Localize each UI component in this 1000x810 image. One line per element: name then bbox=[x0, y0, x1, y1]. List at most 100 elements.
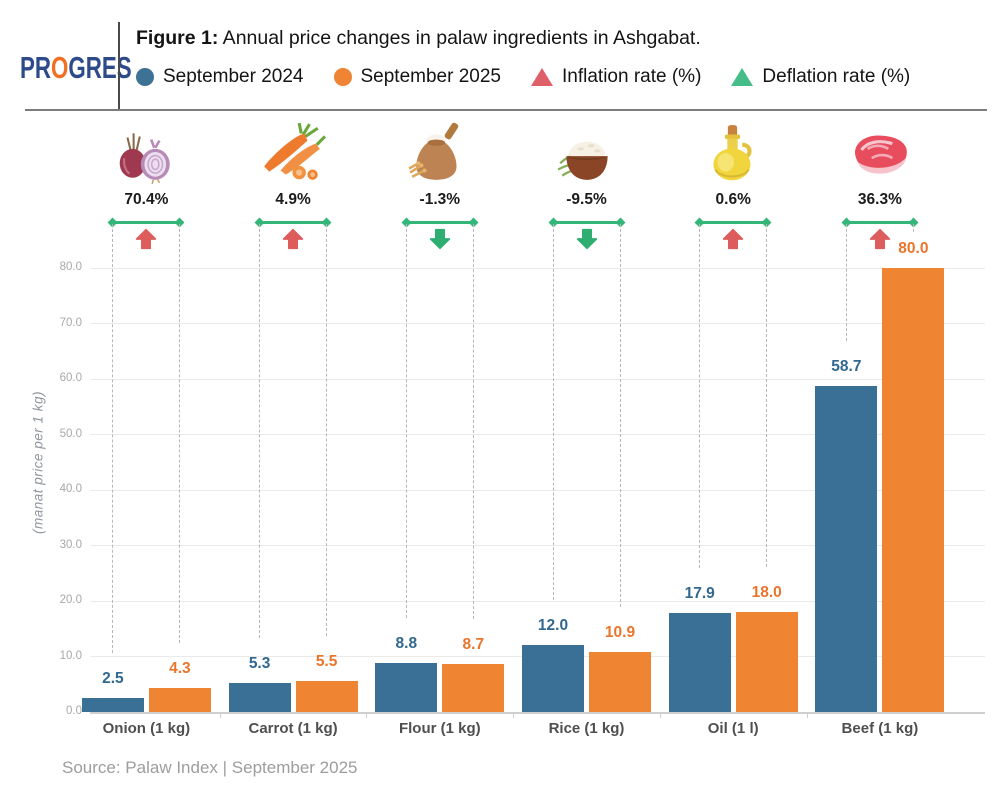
figure-title: Figure 1: Annual price changes in palaw … bbox=[136, 27, 701, 50]
legend-item-sep2025: September 2025 bbox=[333, 66, 501, 88]
change-percent-label: 4.9% bbox=[275, 191, 311, 208]
figure-title-prefix: Figure 1: bbox=[136, 27, 219, 49]
category-label-rice: Rice (1 kg) bbox=[548, 720, 625, 737]
bar-value-label: 10.9 bbox=[604, 623, 636, 641]
bar-sep2024-carrot bbox=[228, 682, 291, 712]
y-tick-label: 50.0 bbox=[59, 427, 82, 440]
bracket-guide-line bbox=[179, 224, 181, 644]
legend-label: Deflation rate (%) bbox=[762, 66, 911, 87]
legend-label: September 2024 bbox=[163, 66, 304, 87]
x-axis-line bbox=[90, 711, 985, 714]
category-label-flour: Flour (1 kg) bbox=[398, 720, 481, 737]
bar-value-label: 8.7 bbox=[462, 635, 485, 653]
change-percent-label: -9.5% bbox=[566, 191, 607, 208]
figure-title-text: Annual price changes in palaw ingredient… bbox=[218, 27, 701, 49]
gridline bbox=[90, 600, 985, 602]
bracket-guide-line bbox=[912, 224, 914, 232]
bar-value-label: 5.3 bbox=[248, 654, 271, 672]
chart-legend: September 2024 September 2025 Inflation … bbox=[136, 66, 910, 88]
deflation-triangle-icon bbox=[731, 68, 754, 86]
bar-sep2025-onion bbox=[148, 688, 211, 712]
bar-sep2024-rice bbox=[522, 645, 584, 712]
bar-value-label: 4.3 bbox=[169, 660, 191, 678]
bar-sep2025-oil bbox=[735, 612, 798, 712]
gridline bbox=[90, 323, 985, 324]
bracket-guide-line bbox=[259, 224, 261, 638]
deflation-arrow-icon bbox=[429, 228, 451, 250]
bar-value-label: 8.8 bbox=[395, 635, 418, 653]
y-tick-label: 20.0 bbox=[59, 594, 82, 606]
legend-item-inflation: Inflation rate (%) bbox=[531, 66, 701, 88]
onion-icon bbox=[113, 120, 179, 186]
bar-sep2024-flour bbox=[375, 663, 438, 712]
y-tick-label: 60.0 bbox=[59, 372, 82, 384]
gridline bbox=[90, 378, 985, 380]
y-tick-label: 0.0 bbox=[66, 705, 82, 717]
y-tick-label: 10.0 bbox=[59, 649, 82, 662]
beef-icon bbox=[847, 120, 913, 186]
y-axis-title: (manat price per 1 kg) bbox=[30, 390, 46, 535]
logo-part-pr: PR bbox=[20, 50, 52, 85]
bar-sep2025-carrot bbox=[295, 681, 358, 712]
bracket-guide-line bbox=[845, 224, 847, 342]
y-tick-label: 80.0 bbox=[59, 261, 82, 273]
change-percent-label: -1.3% bbox=[419, 191, 461, 208]
progres-logo: PROGRES bbox=[20, 50, 132, 86]
source-note: Source: Palaw Index | September 2025 bbox=[62, 758, 358, 777]
bracket-guide-line bbox=[326, 224, 328, 637]
bracket-guide-line bbox=[405, 224, 407, 619]
bar-value-label: 17.9 bbox=[684, 584, 715, 602]
y-tick-label: 40.0 bbox=[59, 483, 82, 495]
y-tick-label: 70.0 bbox=[59, 316, 82, 329]
gridline bbox=[90, 489, 985, 491]
legend-label: Inflation rate (%) bbox=[562, 66, 702, 87]
bracket-guide-line bbox=[552, 224, 554, 601]
gridline bbox=[90, 267, 985, 269]
change-bracket bbox=[553, 221, 620, 224]
y-tick-label: 30.0 bbox=[59, 538, 82, 551]
change-percent-label: 0.6% bbox=[715, 191, 751, 208]
x-axis-tick bbox=[219, 712, 221, 718]
category-label-oil: Oil (1 l) bbox=[707, 720, 759, 737]
sep2024-circle-icon bbox=[136, 68, 154, 86]
legend-item-sep2024: September 2024 bbox=[136, 66, 304, 88]
logo-part-gres: GRES bbox=[68, 50, 132, 85]
bar-value-label: 2.5 bbox=[102, 670, 124, 688]
legend-item-deflation: Deflation rate (%) bbox=[731, 66, 910, 88]
bar-sep2024-oil bbox=[668, 612, 731, 712]
sep2025-circle-icon bbox=[333, 68, 352, 86]
x-axis-tick bbox=[513, 712, 515, 718]
change-bracket bbox=[846, 221, 914, 224]
rice-icon bbox=[554, 120, 620, 186]
change-bracket bbox=[259, 221, 327, 224]
bracket-guide-line bbox=[472, 224, 474, 619]
bracket-guide-line bbox=[699, 224, 701, 568]
bracket-guide-line bbox=[766, 224, 768, 568]
x-axis-tick bbox=[806, 712, 808, 718]
change-bracket bbox=[112, 221, 180, 224]
change-percent-label: 70.4% bbox=[124, 191, 169, 208]
change-percent-label: 36.3% bbox=[857, 191, 902, 208]
category-label-onion: Onion (1 kg) bbox=[102, 720, 191, 737]
gridline bbox=[90, 545, 985, 546]
bar-sep2025-rice bbox=[589, 651, 651, 712]
bar-value-label: 80.0 bbox=[898, 240, 929, 257]
bar-value-label: 5.5 bbox=[315, 653, 338, 671]
inflation-arrow-icon bbox=[282, 228, 304, 250]
bar-sep2024-onion bbox=[81, 698, 144, 712]
bar-sep2024-beef bbox=[815, 386, 878, 712]
bracket-guide-line bbox=[112, 224, 114, 654]
change-bracket bbox=[406, 221, 474, 224]
category-label-carrot: Carrot (1 kg) bbox=[248, 720, 338, 737]
header-divider bbox=[118, 22, 120, 110]
bracket-guide-line bbox=[619, 224, 621, 607]
carrot-icon bbox=[260, 120, 327, 186]
oil-icon bbox=[700, 120, 766, 186]
x-axis-tick bbox=[659, 712, 661, 718]
inflation-arrow-icon bbox=[135, 228, 157, 250]
inflation-triangle-icon bbox=[531, 68, 553, 86]
bar-value-label: 58.7 bbox=[831, 358, 862, 376]
inflation-arrow-icon bbox=[722, 228, 744, 250]
